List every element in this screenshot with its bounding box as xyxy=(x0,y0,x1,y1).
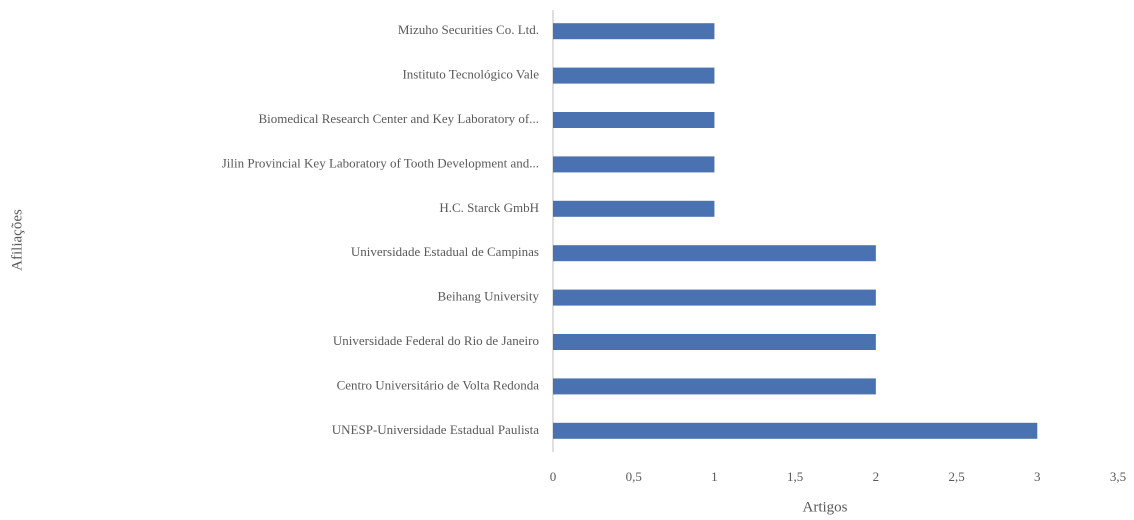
bar xyxy=(553,289,876,306)
y-tick-label: Mizuho Securities Co. Ltd. xyxy=(398,22,539,37)
x-tick-label: 2 xyxy=(873,469,880,484)
bar xyxy=(553,200,715,217)
bar xyxy=(553,112,715,128)
bar xyxy=(553,334,876,350)
y-tick-label: Universidade Federal do Rio de Janeiro xyxy=(333,333,539,348)
bar xyxy=(553,156,715,173)
x-tick-label: 0,5 xyxy=(626,469,642,484)
y-tick-label: Jilin Provincial Key Laboratory of Tooth… xyxy=(222,155,539,170)
y-tick-label: Centro Universitário de Volta Redonda xyxy=(337,377,540,392)
x-tick-label: 2,5 xyxy=(948,469,964,484)
y-tick-label: H.C. Starck GmbH xyxy=(439,200,539,215)
bar xyxy=(553,422,1038,439)
x-tick-label: 1 xyxy=(711,469,718,484)
x-tick-label: 3,5 xyxy=(1110,469,1126,484)
bar xyxy=(553,378,876,395)
y-tick-label: Instituto Tecnológico Vale xyxy=(402,67,539,82)
y-tick-label: Biomedical Research Center and Key Labor… xyxy=(259,111,539,126)
x-axis-title: Artigos xyxy=(803,499,848,515)
x-tick-label: 3 xyxy=(1034,469,1041,484)
y-tick-label: Beihang University xyxy=(438,289,540,304)
x-tick-label: 0 xyxy=(550,469,557,484)
bar xyxy=(553,245,876,262)
y-tick-label: Universidade Estadual de Campinas xyxy=(351,244,539,259)
y-tick-label: UNESP-Universidade Estadual Paulista xyxy=(332,422,539,437)
x-tick-label: 1,5 xyxy=(787,469,803,484)
y-axis-title: Afiliações xyxy=(9,209,25,271)
bar xyxy=(553,67,715,84)
bar xyxy=(553,23,715,40)
